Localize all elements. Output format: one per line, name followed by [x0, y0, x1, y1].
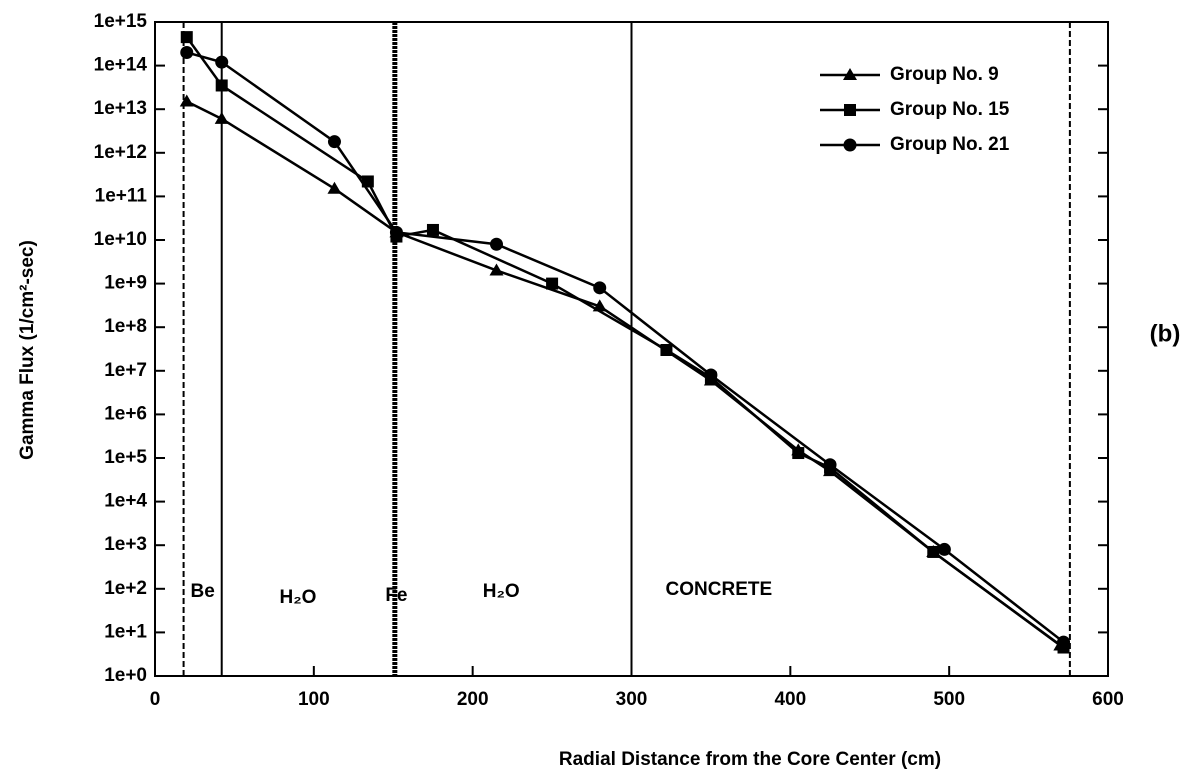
- x-tick-label: 500: [933, 689, 965, 710]
- data-point: [215, 55, 229, 69]
- data-point: [489, 237, 503, 251]
- x-tick-label: 200: [457, 689, 489, 710]
- data-point: [792, 447, 805, 460]
- x-tick-label: 400: [774, 689, 806, 710]
- data-point: [426, 223, 439, 236]
- legend-marker: [844, 104, 856, 116]
- data-point: [179, 94, 194, 107]
- series-line: [185, 36, 1065, 649]
- data-point: [1057, 635, 1071, 649]
- data-point: [215, 79, 228, 92]
- data-point: [927, 545, 940, 558]
- y-tick-label: 1e+9: [104, 273, 147, 294]
- data-point: [489, 263, 504, 276]
- y-tick-label: 1e+5: [104, 447, 147, 468]
- region-label: H₂O: [483, 581, 520, 602]
- y-tick-label: 1e+3: [104, 534, 147, 555]
- data-point: [704, 368, 718, 382]
- x-tick-label: 100: [298, 689, 330, 710]
- data-point: [214, 111, 229, 124]
- y-tick-label: 1e+15: [94, 11, 148, 32]
- data-point: [823, 458, 837, 472]
- y-tick-label: 1e+2: [104, 578, 147, 599]
- y-tick-label: 1e+6: [104, 403, 147, 424]
- data-point: [327, 181, 342, 194]
- legend-label: Group No. 9: [890, 64, 999, 85]
- series-line: [186, 51, 1065, 644]
- data-point: [660, 343, 673, 356]
- legend-label: Group No. 21: [890, 134, 1010, 155]
- data-point: [180, 31, 193, 44]
- y-tick-label: 1e+8: [104, 316, 147, 337]
- data-point: [389, 225, 403, 239]
- y-tick-label: 1e+0: [104, 665, 147, 686]
- y-tick-label: 1e+11: [95, 185, 148, 206]
- annotation: (b): [1150, 320, 1181, 347]
- data-point: [546, 277, 559, 290]
- data-point: [937, 542, 951, 556]
- y-tick-label: 1e+14: [94, 55, 148, 76]
- y-tick-label: 1e+1: [104, 621, 147, 642]
- y-tick-label: 1e+12: [94, 142, 147, 163]
- x-axis-label: Radial Distance from the Core Center (cm…: [559, 749, 941, 770]
- x-tick-label: 300: [616, 689, 648, 710]
- y-tick-label: 1e+13: [94, 98, 147, 119]
- y-tick-label: 1e+4: [104, 491, 147, 512]
- region-label: H₂O: [279, 587, 316, 608]
- legend-label: Group No. 15: [890, 99, 1010, 120]
- region-label: Be: [191, 581, 215, 602]
- data-point: [593, 281, 607, 295]
- y-axis-label: Gamma Flux (1/cm²-sec): [17, 240, 38, 460]
- region-label: CONCRETE: [666, 579, 773, 600]
- y-tick-label: 1e+10: [94, 229, 147, 250]
- data-point: [327, 135, 341, 149]
- x-tick-label: 0: [150, 689, 161, 710]
- legend-marker: [843, 68, 857, 80]
- y-tick-label: 1e+7: [104, 360, 147, 381]
- data-point: [180, 45, 194, 59]
- x-tick-label: 600: [1092, 689, 1124, 710]
- legend-marker: [843, 138, 857, 152]
- series-line: [186, 100, 1062, 647]
- region-label: Fe: [385, 585, 407, 606]
